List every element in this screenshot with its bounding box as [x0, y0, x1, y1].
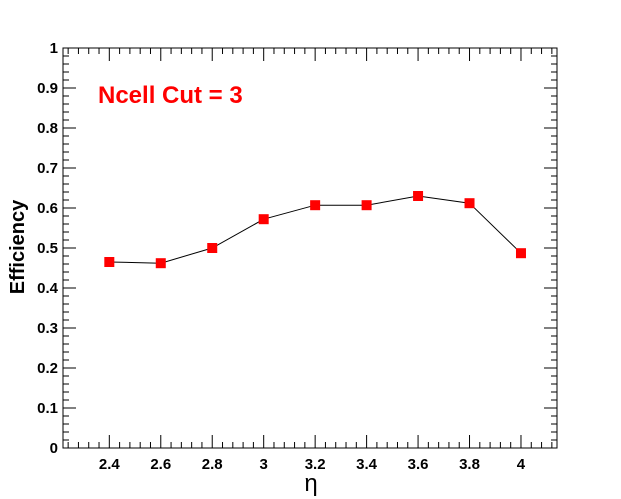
y-tick-label: 0.7 [37, 160, 58, 177]
x-axis-ticks [67, 48, 553, 448]
data-point [361, 200, 372, 211]
x-tick-label: 3.6 [408, 456, 429, 473]
y-tick-label: 0.3 [37, 320, 58, 337]
x-tick-label: 2.8 [202, 456, 223, 473]
y-tick-label: 0.4 [37, 280, 59, 297]
data-point [207, 243, 218, 253]
y-tick-label: 1 [50, 40, 58, 57]
data-point [155, 258, 166, 269]
data-point [258, 214, 269, 225]
x-tick-label: 3 [260, 456, 268, 473]
data-point [464, 198, 475, 209]
y-tick-label: 0.5 [37, 240, 58, 257]
y-tick-label: 0.1 [37, 400, 58, 417]
y-tick-label: 0.6 [37, 200, 58, 217]
series-markers [104, 191, 526, 269]
y-tick-label: 0.2 [37, 360, 58, 377]
x-axis-tick-labels: 2.4 2.6 2.8 3 3.2 3.4 3.6 3.8 4 [99, 456, 526, 473]
y-tick-label: 0.8 [37, 120, 58, 137]
x-axis-title: η [304, 470, 317, 497]
ncell-cut-annotation: Ncell Cut = 3 [98, 82, 243, 109]
x-tick-label: 4 [517, 456, 526, 473]
x-tick-label: 3.4 [356, 456, 378, 473]
y-tick-label: 0 [50, 440, 58, 457]
x-tick-label: 3.8 [459, 456, 480, 473]
y-tick-label: 0.9 [37, 80, 58, 97]
data-point [310, 200, 321, 211]
x-tick-label: 2.4 [99, 456, 121, 473]
data-point [104, 257, 115, 267]
x-tick-label: 3.2 [305, 456, 326, 473]
x-tick-label: 2.6 [150, 456, 171, 473]
data-point [515, 248, 526, 259]
data-point [413, 191, 424, 201]
y-axis-title: Efficiency [7, 199, 29, 294]
y-axis-ticks [63, 47, 557, 449]
y-axis-tick-labels: 0 0.1 0.2 0.3 0.4 0.5 0.6 0.7 0.8 0.9 1 [37, 40, 59, 457]
